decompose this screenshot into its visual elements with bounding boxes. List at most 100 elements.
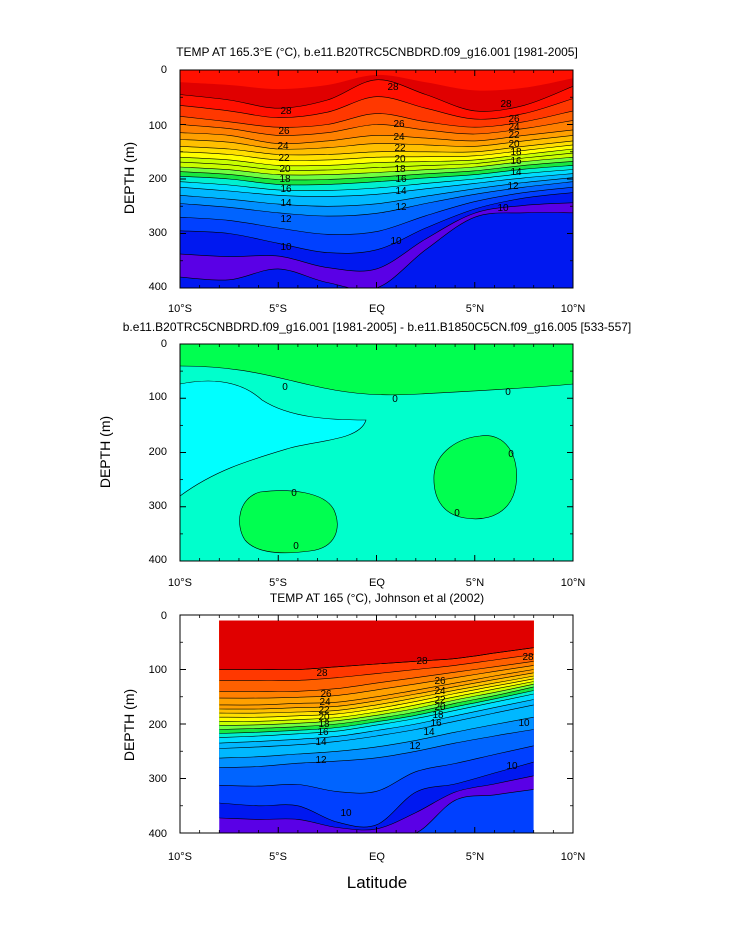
contour-label: 14 xyxy=(315,737,327,748)
contour-label: 18 xyxy=(318,719,330,730)
diff-region-outer xyxy=(179,380,367,497)
contour-label: 14 xyxy=(510,167,522,178)
contour-line xyxy=(219,665,534,699)
contour-label: 10 xyxy=(280,242,292,253)
contour-line xyxy=(180,202,573,272)
contour-label: 0 xyxy=(282,382,288,393)
contour-label: 24 xyxy=(277,141,289,152)
contour-line xyxy=(180,120,573,136)
contour-label: 12 xyxy=(395,202,407,213)
contour-line xyxy=(180,181,573,217)
contour-label: 16 xyxy=(280,184,292,195)
panel-1: TEMP AT 165.3°E (°C), b.e11.B20TRC5CNBDR… xyxy=(121,45,585,315)
panel-1-xtick: 10°S xyxy=(168,303,192,315)
contour-label: 14 xyxy=(423,727,435,738)
panel-3-xtick: 10°S xyxy=(168,851,192,863)
panel-2-ytick: 0 xyxy=(161,338,167,350)
contour-label: 28 xyxy=(280,106,292,117)
contour-line xyxy=(219,675,534,714)
contour-line xyxy=(179,365,574,396)
contour-line xyxy=(219,686,534,730)
contour-label: 18 xyxy=(394,164,406,175)
panel-3-ylabel: DEPTH (m) xyxy=(121,689,137,761)
contour-line xyxy=(180,140,573,156)
contour-label: 28 xyxy=(387,82,399,93)
contour-line xyxy=(180,169,573,191)
panel-3-contour-labels: 28 28 28 26 24 22 20 18 16 14 26 24 22 2… xyxy=(315,652,534,819)
contour-label: 0 xyxy=(293,541,299,552)
panel-3-ytick: 300 xyxy=(149,773,167,785)
diff-region-positive xyxy=(239,490,338,554)
contour-line xyxy=(219,647,534,671)
panel-3-xtick: 5°N xyxy=(466,851,485,863)
contour-line xyxy=(180,156,573,176)
contour-line xyxy=(180,129,573,145)
panel-1-ylabel: DEPTH (m) xyxy=(121,142,137,214)
panel-1-ytick: 400 xyxy=(149,281,167,293)
contour-fill-group xyxy=(180,70,573,288)
contour-label: 22 xyxy=(278,153,290,164)
panel-3-ytick: 0 xyxy=(161,610,167,622)
contour-label: 16 xyxy=(395,174,407,185)
contour-label: 12 xyxy=(280,214,292,225)
contour-line xyxy=(219,761,534,828)
panel-1-ytick: 0 xyxy=(161,64,167,76)
contour-label: 20 xyxy=(279,164,291,175)
contour-label: 28 xyxy=(500,99,512,110)
contour-label: 22 xyxy=(508,130,520,141)
contour-line xyxy=(219,729,534,768)
panel-1-xtick: EQ xyxy=(369,303,385,315)
contour-line xyxy=(180,161,573,181)
contour-label: 20 xyxy=(394,154,406,165)
contour-line xyxy=(180,144,573,161)
panel-3-ytick: 100 xyxy=(149,664,167,676)
panel-1-plot-area xyxy=(179,69,574,289)
contour-line xyxy=(219,699,534,744)
contour-label: 0 xyxy=(291,488,297,499)
contour-line xyxy=(219,683,534,726)
panel-1-contour-labels: 28 28 28 26 26 26 24 24 24 22 22 22 20 2… xyxy=(277,82,522,253)
contour-line xyxy=(219,654,534,681)
panel-2-xtick: 5°N xyxy=(466,577,485,589)
contour-label: 22 xyxy=(394,143,406,154)
panel-1-xtick: 5°S xyxy=(269,303,287,315)
panel-2-contour-labels: 0 0 0 0 0 0 0 xyxy=(282,382,514,552)
panel-2-xtick: 10°N xyxy=(561,577,586,589)
contour-label: 24 xyxy=(319,697,331,708)
contour-label: 10 xyxy=(497,203,509,214)
panel-3-ytick: 200 xyxy=(149,719,167,731)
contour-label: 12 xyxy=(315,755,327,766)
contour-line xyxy=(219,693,534,738)
panel-1-ytick: 300 xyxy=(149,227,167,239)
contour-band xyxy=(219,620,534,643)
panel-2-ytick: 100 xyxy=(149,391,167,403)
contour-label: 18 xyxy=(279,174,291,185)
contour-line xyxy=(180,79,573,112)
diff-region-positive xyxy=(433,435,517,520)
contour-label: 24 xyxy=(508,122,520,133)
panel-1-ytick: 200 xyxy=(149,173,167,185)
panel-2-ytick: 400 xyxy=(149,554,167,566)
panel-2-title: b.e11.B20TRC5CNBDRD.f09_g16.001 [1981-20… xyxy=(123,320,632,334)
panel-2-ylabel: DEPTH (m) xyxy=(97,416,113,488)
difference-field xyxy=(179,344,574,561)
contour-line xyxy=(180,186,573,235)
contour-label: 26 xyxy=(278,126,290,137)
contour-label: 0 xyxy=(392,394,398,405)
contour-line xyxy=(219,678,534,718)
contour-line xyxy=(219,672,534,710)
contour-label: 16 xyxy=(510,156,522,167)
panel-3: TEMP AT 165 (°C), Johnson et al (2002) D… xyxy=(121,591,585,863)
contour-label: 0 xyxy=(454,508,460,519)
contour-line xyxy=(180,177,573,207)
contour-label: 0 xyxy=(505,387,511,398)
contour-label: 12 xyxy=(409,741,421,752)
contour-label: 26 xyxy=(320,689,332,700)
panel-2-plot-area xyxy=(179,343,574,562)
contour-label: 16 xyxy=(430,718,442,729)
contour-label: 20 xyxy=(434,702,446,713)
panel-1-title: TEMP AT 165.3°E (°C), b.e11.B20TRC5CNBDR… xyxy=(176,45,578,59)
contour-line xyxy=(219,669,534,706)
contour-label: 18 xyxy=(510,147,522,158)
contour-line xyxy=(180,110,573,128)
